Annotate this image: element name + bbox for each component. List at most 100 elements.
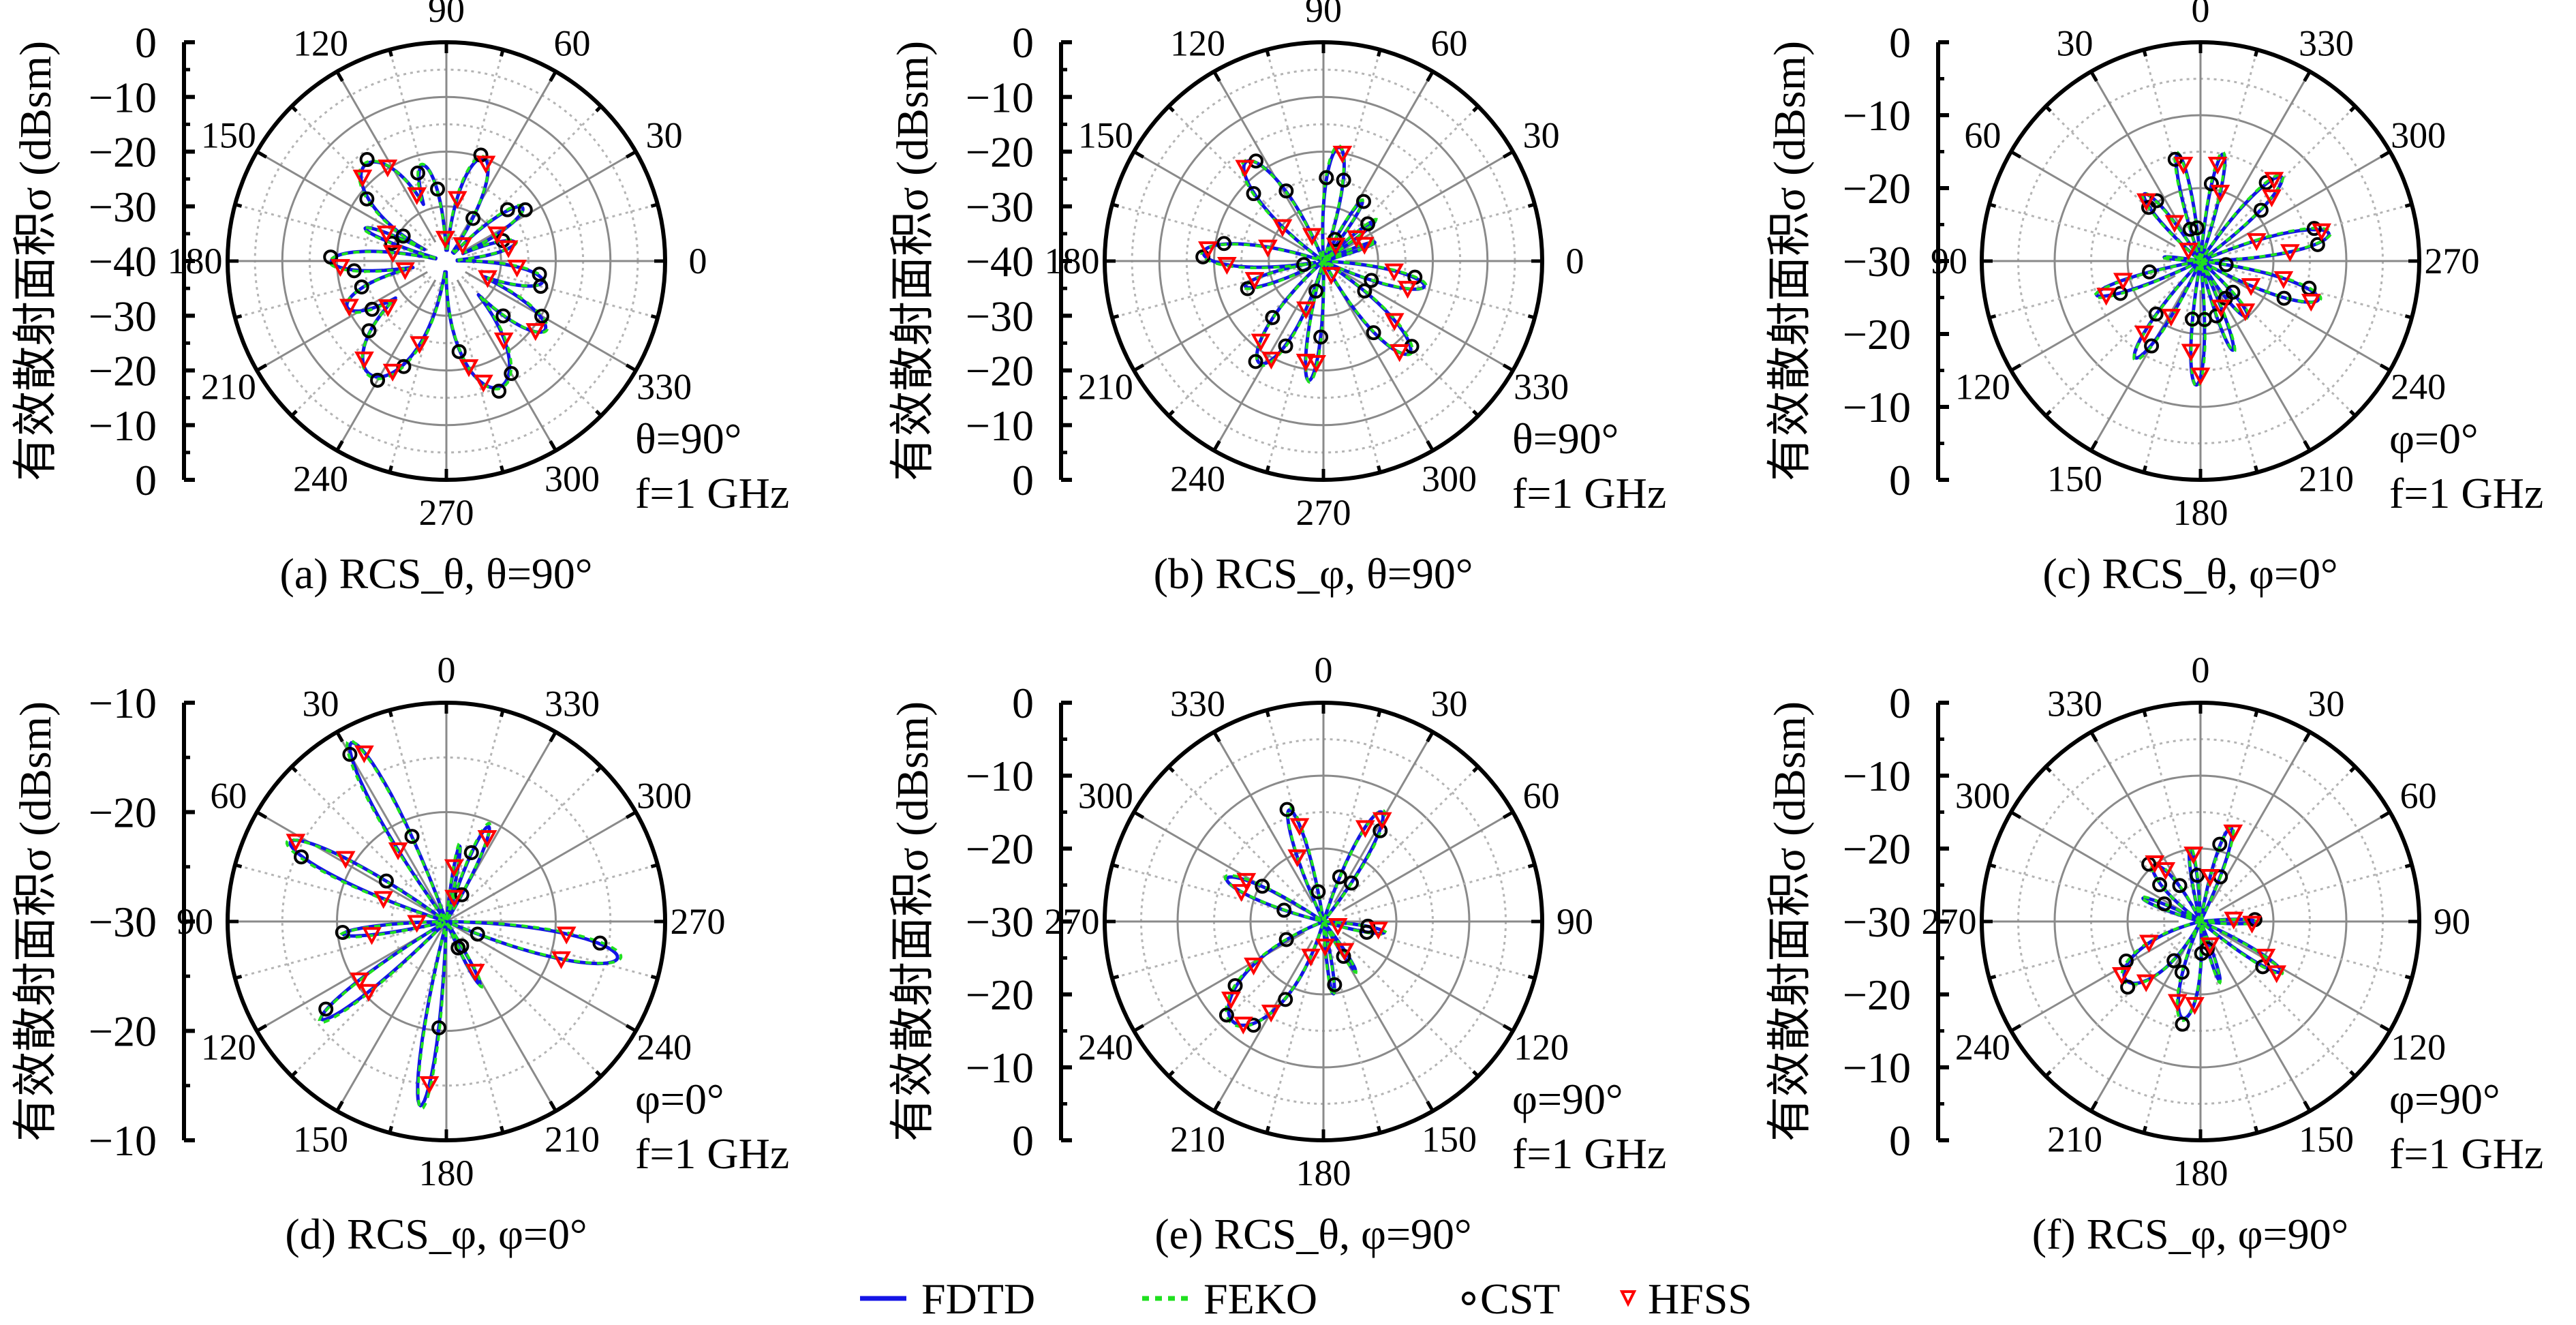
y-axis-label: 有效散射面积σ (dBsm) [888, 41, 938, 481]
legend-label-fdtd: FDTD [921, 1275, 1035, 1323]
cst-marker [2156, 896, 2172, 912]
angle-tick-label: 150 [2299, 1119, 2354, 1160]
hfss-marker [478, 270, 497, 288]
hfss-marker [2264, 172, 2284, 190]
cst-marker [1246, 186, 1261, 202]
hfss-marker [378, 299, 398, 318]
grid-spoke [2010, 151, 2176, 247]
cst-marker [370, 372, 386, 388]
hfss-marker [1355, 820, 1375, 838]
cst-marker [431, 1020, 447, 1036]
grid-spoke-minor [290, 275, 432, 417]
hfss-marker [2210, 185, 2230, 203]
series-markers [323, 147, 550, 399]
hfss-marker [2173, 157, 2194, 175]
hfss-marker [1198, 241, 1218, 260]
hfss-marker [1302, 228, 1322, 246]
radial-axis-tick-label: −10 [89, 73, 157, 121]
grid-spoke-minor [450, 49, 504, 241]
hfss-marker [2241, 278, 2261, 296]
legend: FDTD FEKO CST HFSS [860, 1275, 1752, 1323]
hfss-marker [498, 240, 519, 258]
radial-axis-tick-label: −20 [1843, 971, 1911, 1019]
panel-e: 03060901201501802102402703003300−10−20−3… [888, 650, 1666, 1258]
panels: 03060901201501802102402703003300−10−20−3… [11, 0, 2543, 1258]
cst-marker [323, 249, 339, 265]
series [2093, 150, 2333, 389]
angle-tick-label: 210 [1078, 367, 1133, 408]
polar-grid [1103, 701, 1544, 1142]
radial-axis-tick-label: −20 [966, 128, 1034, 177]
polar-frame [1103, 701, 1544, 1142]
angle-tick-label: 0 [2192, 0, 2210, 30]
grid-spoke-minor [2215, 936, 2357, 1078]
legend-item-fdtd: FDTD [860, 1275, 1035, 1323]
radial-axis-tick-label: −20 [89, 1007, 157, 1056]
grid-spoke-minor [234, 265, 426, 319]
hfss-marker [2161, 309, 2181, 327]
radial-axis-tick-label: −20 [966, 347, 1034, 395]
hfss-marker [556, 926, 577, 945]
hfss-marker [2262, 189, 2282, 208]
radial-axis-tick-label: −10 [966, 73, 1034, 121]
cst-marker [1308, 284, 1324, 299]
hfss-marker [2242, 915, 2262, 934]
angle-tick-label: 120 [293, 22, 348, 63]
angle-tick-label: 90 [2434, 901, 2470, 942]
angle-tick-label: 150 [1078, 115, 1133, 156]
angle-tick-label: 180 [419, 1153, 474, 1193]
grid-spoke-minor [1266, 942, 1319, 1133]
series-feko-line [285, 739, 623, 1111]
panel-caption: (d) RCS_φ, φ=0° [285, 1210, 587, 1258]
radial-axis-tick-label: 0 [1889, 1116, 1911, 1165]
angle-tick-label: 300 [2391, 115, 2446, 156]
hfss-marker [2211, 299, 2231, 318]
series-markers [286, 745, 608, 1095]
cst-marker [384, 236, 400, 252]
hfss-marker [2185, 996, 2205, 1016]
hfss-marker [476, 155, 496, 174]
grid-spoke-minor [461, 275, 602, 417]
panel-b: 03060901201501802102402703003300−10−20−3… [888, 0, 1666, 598]
cst-marker [2190, 868, 2205, 883]
cst-marker [359, 191, 375, 207]
angle-tick-label: 0 [1566, 241, 1584, 281]
panel-caption: (a) RCS_θ, θ=90° [280, 549, 593, 598]
angle-tick-label: 0 [689, 241, 707, 281]
cst-marker [1355, 194, 1371, 209]
radial-axis-tick-label: 0 [135, 456, 157, 504]
cst-marker [1276, 902, 1292, 918]
angle-tick-label: 300 [1422, 459, 1477, 500]
angle-tick-label: 120 [1514, 1027, 1569, 1068]
cst-marker [2120, 979, 2136, 995]
cst-marker [2144, 338, 2160, 354]
grid-spoke-minor [1338, 105, 1479, 247]
angle-tick-label: 210 [545, 1119, 600, 1160]
radial-axis-tick-label: −10 [1843, 1044, 1911, 1092]
cst-marker [430, 181, 446, 197]
hfss-marker [1301, 948, 1321, 966]
cst-marker [2175, 1016, 2190, 1032]
grid-spoke-minor [1266, 281, 1319, 473]
angle-tick-label: 270 [1296, 492, 1351, 533]
angle-tick-label: 270 [419, 492, 474, 533]
angle-tick-label: 210 [1170, 1119, 1225, 1160]
grid-spoke-minor [1167, 275, 1309, 417]
hfss-marker [378, 159, 398, 178]
hfss-marker [395, 262, 415, 281]
cst-marker [346, 263, 362, 279]
grid-spoke-minor [2221, 864, 2412, 917]
y-axis-label: 有效散射面积σ (dBsm) [1765, 701, 1815, 1142]
hfss-marker [2164, 215, 2185, 233]
grid-spoke [2010, 811, 2182, 912]
grid-spoke [456, 279, 557, 451]
grid-spoke [256, 271, 428, 371]
hfss-marker [1372, 812, 1392, 830]
hfss-marker [1384, 313, 1405, 331]
angle-tick-label: 60 [1431, 22, 1468, 63]
polar-grid [1980, 40, 2421, 482]
radial-axis-tick-label: −30 [1843, 898, 1911, 946]
frequency-annotation: f=1 GHz [635, 469, 789, 517]
angle-tick-label: 210 [201, 367, 256, 408]
radial-axis-tick-label: −10 [89, 1116, 157, 1165]
